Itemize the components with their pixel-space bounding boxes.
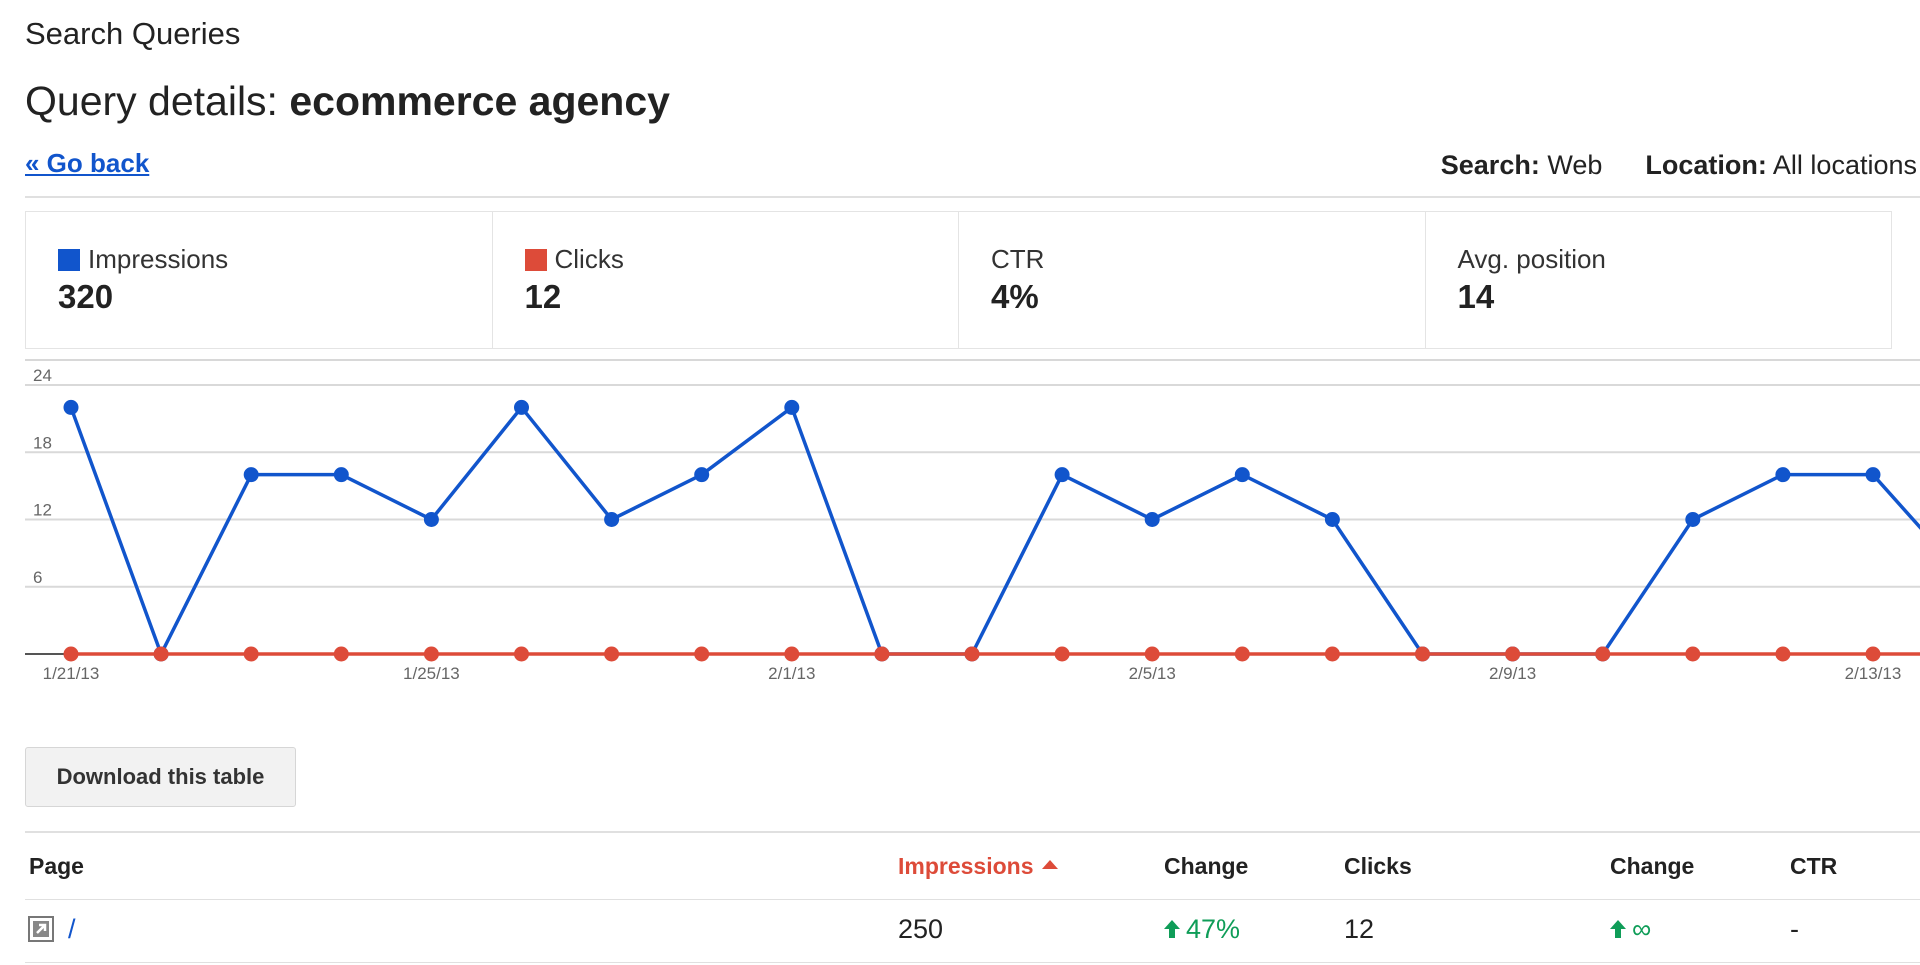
column-header-impressions[interactable]: Impressions <box>898 853 1058 880</box>
clicks-point <box>1505 646 1521 662</box>
up-arrow-icon <box>1164 919 1180 938</box>
table-row: / <box>68 914 76 945</box>
impressions-point <box>1144 512 1160 527</box>
row-impressions: 250 <box>898 914 944 944</box>
metric-impressions[interactable]: Impressions 320 <box>26 212 493 348</box>
up-arrow-icon <box>1610 919 1626 938</box>
page-heading: Search Queries <box>25 16 241 51</box>
table-bottom-divider <box>25 962 1920 963</box>
impressions-point <box>694 467 710 483</box>
search-filter-value[interactable]: Web <box>1547 150 1603 180</box>
clicks-point <box>604 646 620 662</box>
metric-ctr[interactable]: CTR 4% <box>959 212 1426 348</box>
clicks-point <box>1234 646 1250 662</box>
clicks-point <box>1775 646 1791 662</box>
impressions-point <box>1865 467 1881 483</box>
row-ctr: - <box>1790 914 1799 944</box>
metric-ctr-label: CTR <box>991 244 1045 274</box>
metric-clicks[interactable]: Clicks 12 <box>493 212 959 348</box>
clicks-point <box>1595 646 1611 662</box>
impressions-point <box>1234 467 1250 483</box>
impressions-point <box>1685 512 1701 527</box>
y-tick-label: 12 <box>33 501 52 520</box>
download-table-button[interactable]: Download this table <box>25 747 296 807</box>
column-header-page[interactable]: Page <box>29 853 84 879</box>
header-row-divider <box>25 899 1920 900</box>
clicks-point <box>333 646 349 662</box>
row-clicks: 12 <box>1344 914 1375 944</box>
page-link[interactable]: / <box>68 914 76 944</box>
impressions-series-line <box>69 405 1920 656</box>
column-header-impressions-label: Impressions <box>898 853 1034 879</box>
clicks-point <box>243 646 259 662</box>
column-header-impressions-change[interactable]: Change <box>1164 853 1249 879</box>
impressions-point <box>1775 467 1791 483</box>
impressions-point <box>1324 512 1340 527</box>
clicks-point <box>1685 646 1701 662</box>
table-top-divider <box>25 831 1920 833</box>
clicks-point <box>1054 646 1070 662</box>
impressions-clicks-chart: 6 12 18 24 1/21/13 1/25/13 2/1/13 2/5/13 2/9/13 2… <box>25 359 1920 683</box>
go-back-link[interactable]: « Go back <box>25 148 150 178</box>
clicks-point <box>964 646 980 662</box>
metric-impressions-value: 320 <box>58 278 114 315</box>
y-tick-label: 24 <box>33 366 52 385</box>
x-tick-label: 1/21/13 <box>43 664 100 683</box>
metric-avg-position-value: 14 <box>1457 278 1495 315</box>
filter-summary: Search: Web Location: All locations <box>1441 150 1917 181</box>
row-impressions-change: 47% <box>1164 914 1240 945</box>
y-tick-label: 6 <box>33 568 42 587</box>
x-tick-label: 2/1/13 <box>768 664 815 683</box>
clicks-point <box>153 646 169 662</box>
x-tick-label: 2/9/13 <box>1489 664 1536 683</box>
query-term: ecommerce agency <box>289 78 670 124</box>
metric-clicks-label: Clicks <box>554 244 624 274</box>
impressions-point <box>63 399 79 415</box>
row-clicks-change-value: ∞ <box>1632 914 1652 944</box>
column-header-clicks[interactable]: Clicks <box>1344 853 1412 879</box>
query-title-prefix: Query details: <box>25 78 290 124</box>
clicks-point <box>1144 646 1160 662</box>
impressions-point <box>514 399 529 415</box>
location-filter-label: Location: <box>1645 150 1767 180</box>
sort-ascending-icon <box>1041 860 1058 870</box>
column-header-ctr[interactable]: CTR <box>1790 853 1838 879</box>
clicks-swatch[interactable] <box>524 248 547 271</box>
clicks-point <box>784 646 800 662</box>
impressions-point <box>784 399 800 415</box>
clicks-point <box>63 646 79 662</box>
metrics-bar: Impressions 320 Clicks 12 CTR 4% Avg. po… <box>25 211 1892 349</box>
impressions-point <box>423 512 439 527</box>
search-filter-label: Search: <box>1440 150 1540 180</box>
row-impressions-change-value: 47% <box>1186 914 1241 944</box>
impressions-point <box>243 467 259 483</box>
clicks-point <box>1415 646 1430 662</box>
x-tick-label: 2/13/13 <box>1845 664 1902 683</box>
clicks-point <box>694 646 710 662</box>
impressions-swatch[interactable] <box>58 248 80 271</box>
header-divider <box>25 196 1920 198</box>
query-title: Query details: ecommerce agency <box>25 78 670 125</box>
external-link-icon[interactable] <box>28 916 54 942</box>
clicks-point <box>874 646 890 662</box>
location-filter-value[interactable]: All locations <box>1772 150 1917 180</box>
impressions-point <box>1054 467 1070 483</box>
clicks-point <box>514 646 529 662</box>
metric-clicks-value: 12 <box>524 278 562 315</box>
clicks-point <box>1324 646 1340 662</box>
x-tick-label: 2/5/13 <box>1129 664 1176 683</box>
clicks-point <box>423 646 439 662</box>
y-tick-label: 18 <box>33 433 52 452</box>
impressions-point <box>604 512 620 527</box>
metric-impressions-label: Impressions <box>88 244 229 274</box>
metric-avg-position[interactable]: Avg. position 14 <box>1426 212 1892 348</box>
metric-avg-position-label: Avg. position <box>1457 244 1606 274</box>
row-clicks-change: ∞ <box>1610 914 1651 945</box>
column-header-clicks-change[interactable]: Change <box>1610 853 1695 879</box>
metric-ctr-value: 4% <box>991 278 1039 315</box>
impressions-point <box>333 467 349 483</box>
x-tick-label: 1/25/13 <box>403 664 460 683</box>
clicks-point <box>1865 646 1881 662</box>
